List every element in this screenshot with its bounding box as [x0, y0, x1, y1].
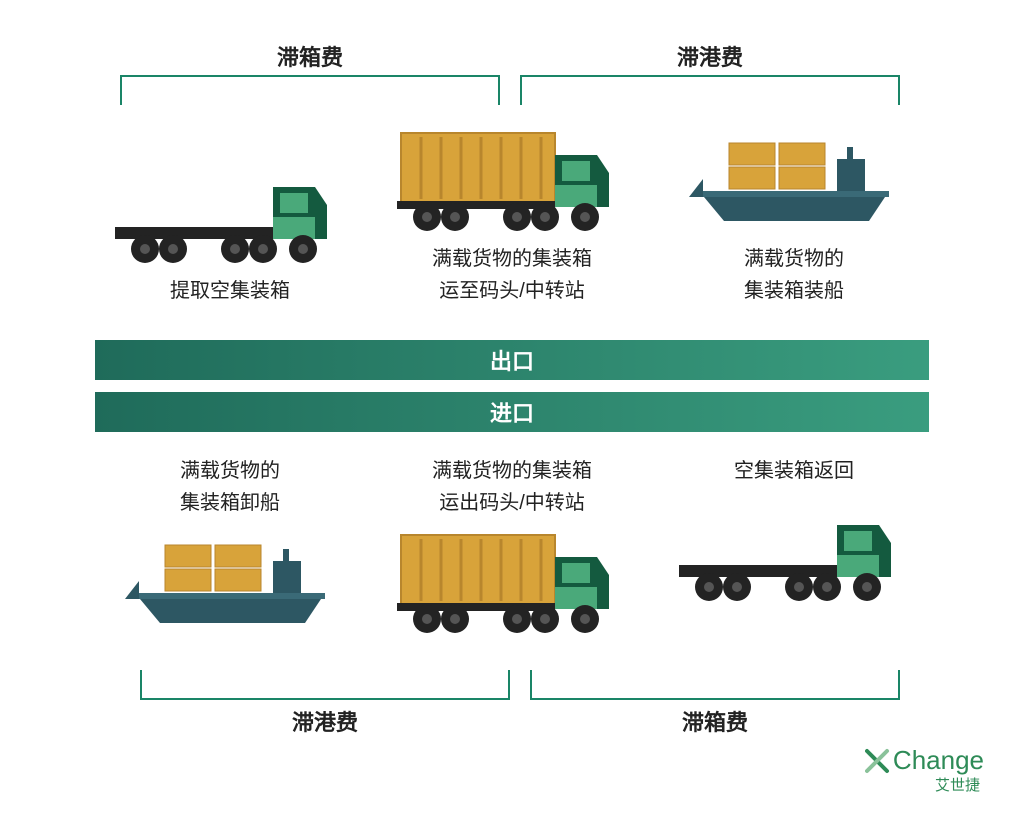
- import-caption-1: 满载货物的 集装箱卸船: [180, 455, 280, 519]
- logo-x-icon: [865, 748, 891, 774]
- bracket-detention-import: [140, 670, 510, 700]
- export-row: 提取空集装箱 满载货物的集装箱 运至码头/中转站: [95, 125, 929, 307]
- import-cell-3: 空集装箱返回: [659, 455, 929, 605]
- loaded-ship-icon: [689, 125, 899, 235]
- import-band-label: 进口: [490, 396, 534, 428]
- bracket-demurrage-import: [530, 670, 900, 700]
- bracket-label-left-bottom: 滞港费: [140, 705, 510, 737]
- export-cell-3: 满载货物的 集装箱装船: [659, 125, 929, 307]
- bracket-label-right-bottom: 滞箱费: [530, 705, 900, 737]
- bracket-detention-export: [520, 75, 900, 105]
- logo-sub: 艾世捷: [865, 774, 984, 795]
- import-row: 满载货物的 集装箱卸船 满载货物的集装箱 运出码头/中转站: [95, 455, 929, 637]
- export-caption-1: 提取空集装箱: [170, 275, 290, 307]
- brand-logo: Change 艾世捷: [865, 745, 984, 795]
- bracket-label-left-top: 滞箱费: [120, 40, 500, 72]
- loaded-truck-icon: [397, 125, 627, 235]
- import-band: 进口: [95, 392, 929, 432]
- empty-truck-icon: [115, 157, 345, 267]
- logo-text: Change: [893, 745, 984, 776]
- export-band: 出口: [95, 340, 929, 380]
- export-band-label: 出口: [490, 344, 534, 376]
- import-caption-3: 空集装箱返回: [734, 455, 854, 487]
- export-caption-3: 满载货物的 集装箱装船: [744, 243, 844, 307]
- import-cell-2: 满载货物的集装箱 运出码头/中转站: [377, 455, 647, 637]
- export-cell-1: 提取空集装箱: [95, 157, 365, 307]
- empty-truck-return-icon: [679, 495, 909, 605]
- export-cell-2: 满载货物的集装箱 运至码头/中转站: [377, 125, 647, 307]
- import-cell-1: 满载货物的 集装箱卸船: [95, 455, 365, 637]
- unload-ship-icon: [125, 527, 335, 637]
- export-caption-2: 满载货物的集装箱 运至码头/中转站: [432, 243, 592, 307]
- loaded-truck-out-icon: [397, 527, 627, 637]
- bracket-label-right-top: 滞港费: [520, 40, 900, 72]
- logo-main: Change: [865, 745, 984, 776]
- import-caption-2: 满载货物的集装箱 运出码头/中转站: [432, 455, 592, 519]
- bracket-demurrage-export: [120, 75, 500, 105]
